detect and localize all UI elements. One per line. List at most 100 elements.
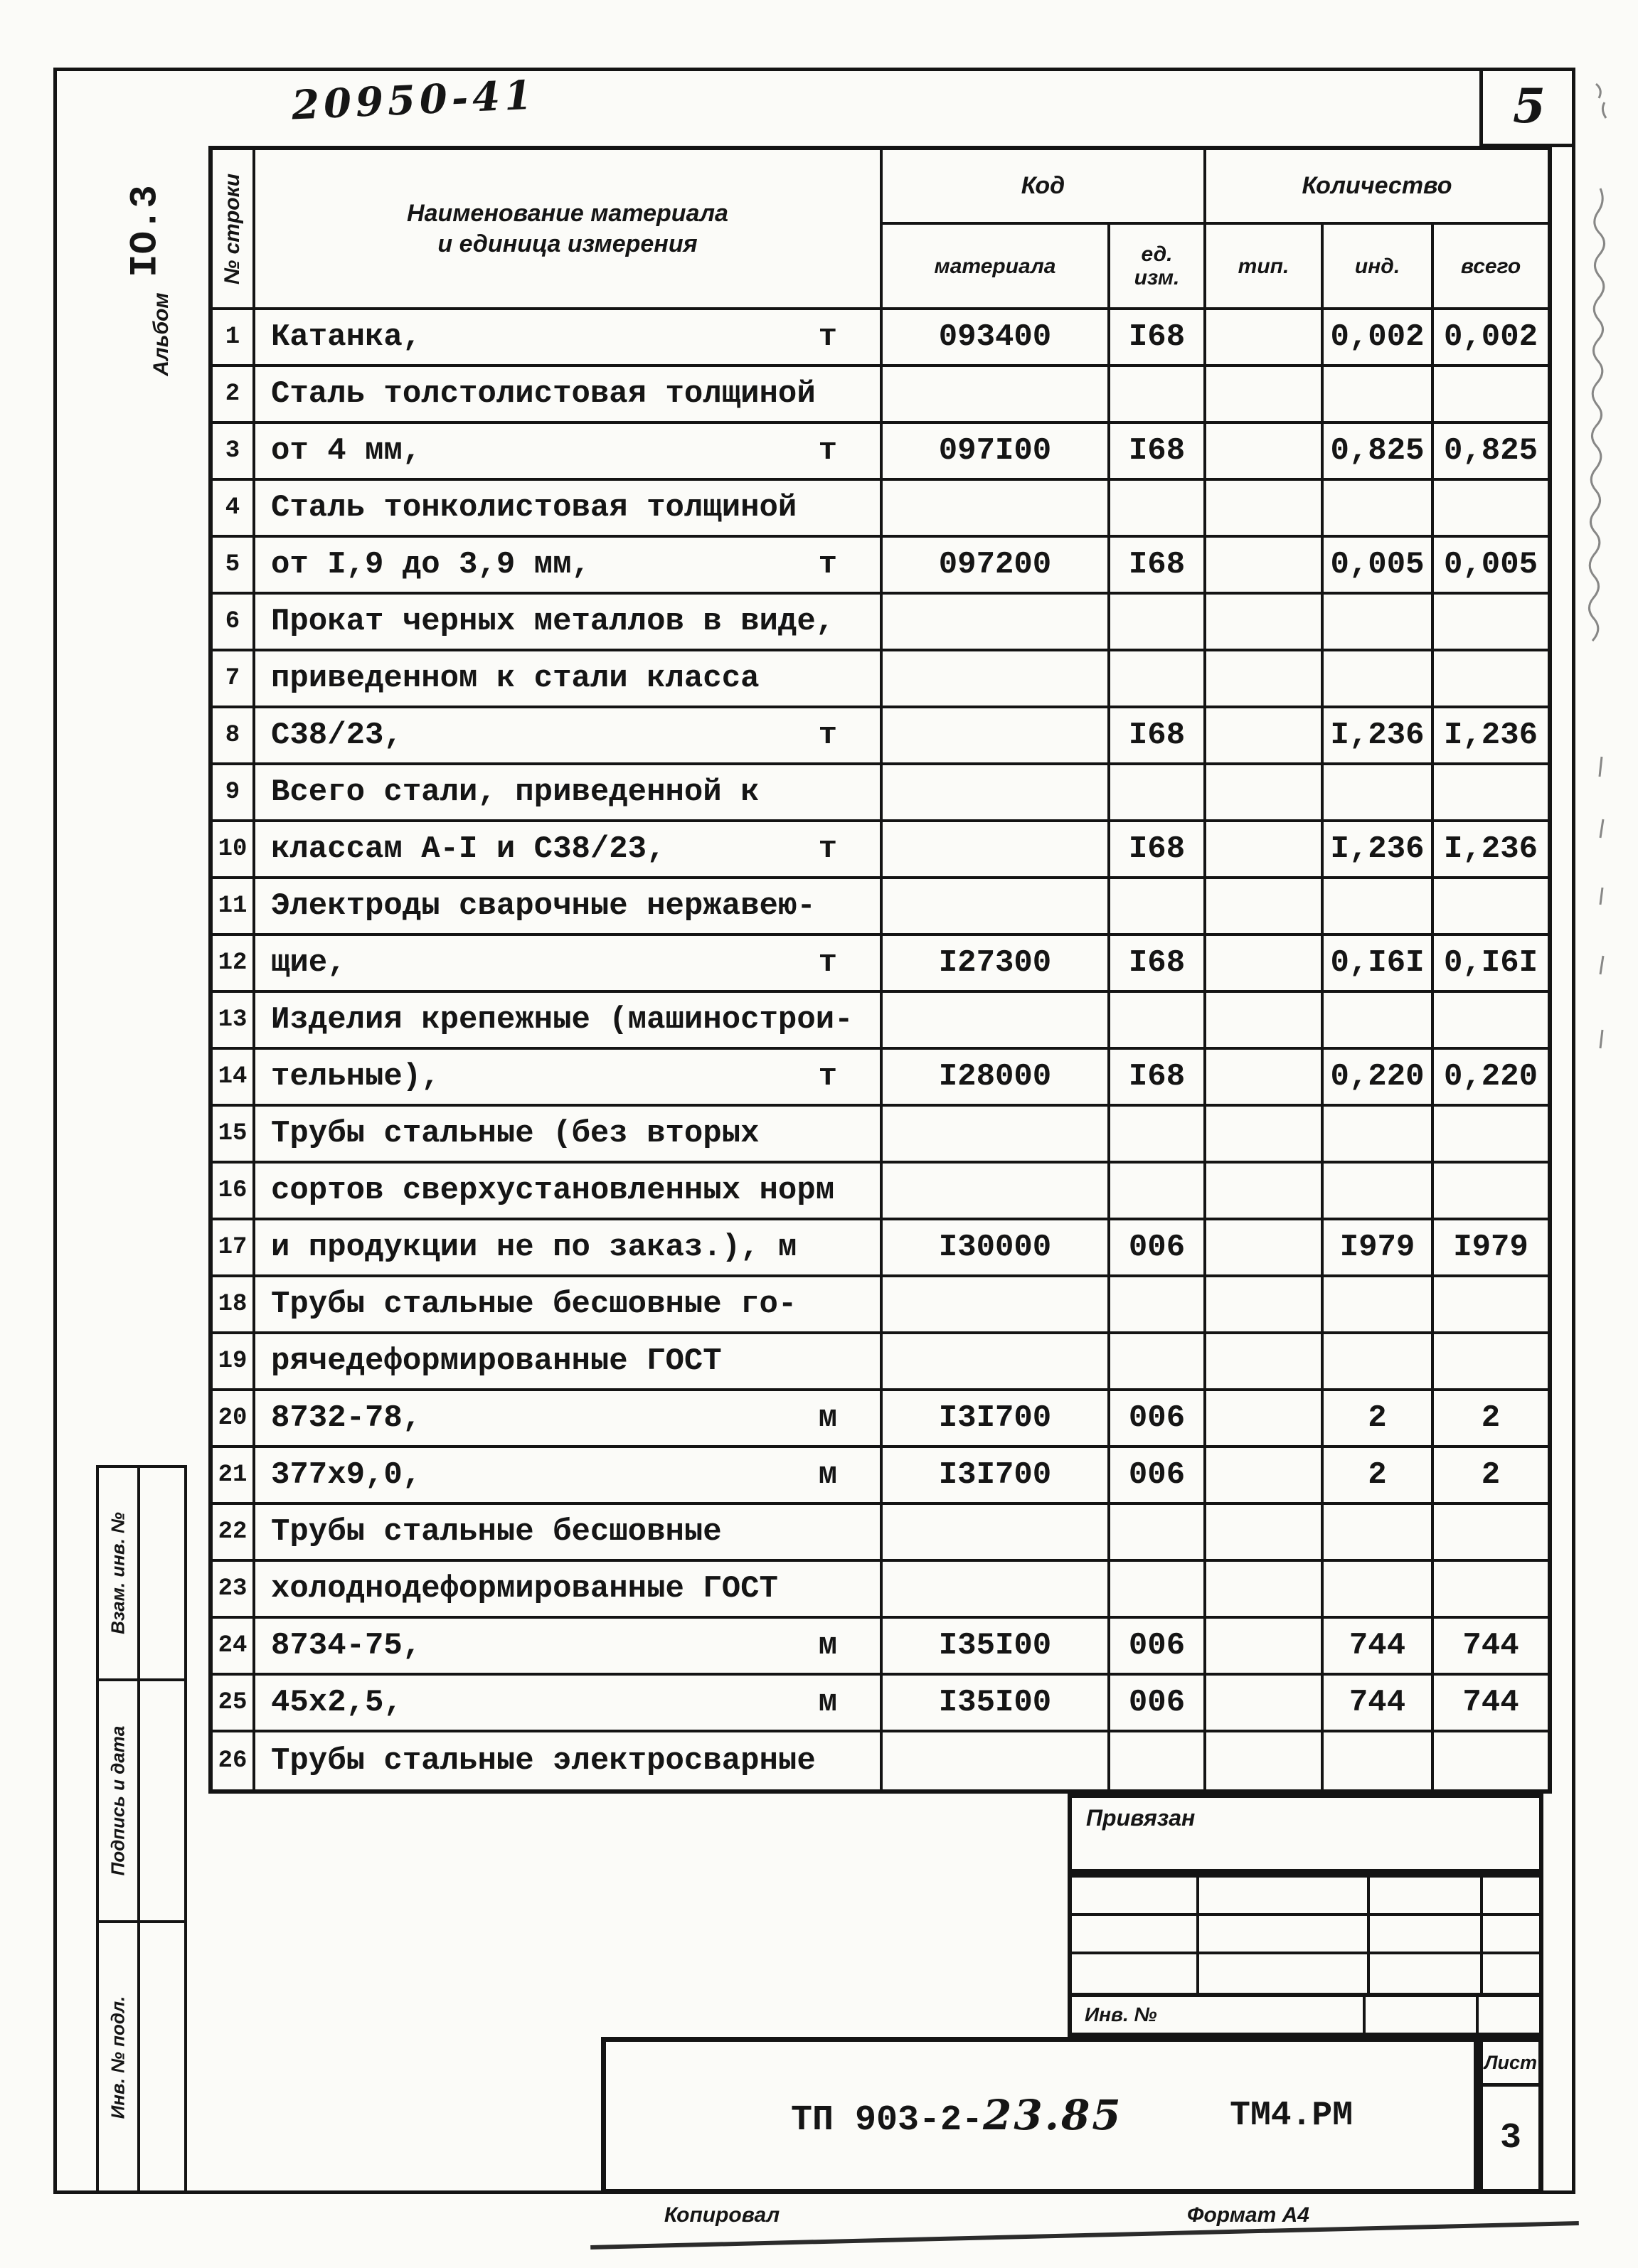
inventory-number-row: Инв. № — [1068, 1997, 1543, 2037]
qty-type-cell — [1206, 1391, 1324, 1448]
sidebar-stamp-column: Взам. инв. № Подпись и дата Инв. № подл. — [96, 1465, 187, 2194]
row-number-cell: 23 — [213, 1562, 255, 1619]
material-code-cell: І3І700 — [883, 1391, 1110, 1448]
column-header-total: всего — [1434, 225, 1548, 310]
material-code-cell: 097200 — [883, 538, 1110, 595]
qty-type-cell — [1206, 1277, 1324, 1334]
qty-type-cell — [1206, 651, 1324, 708]
material-code-cell — [883, 1107, 1110, 1164]
material-code-cell — [883, 1562, 1110, 1619]
materials-table: № строки Наименование материала и единиц… — [208, 146, 1552, 1794]
qty-total-cell — [1434, 1732, 1548, 1789]
stamp-grid-cell — [1483, 1878, 1539, 1916]
unit-code-cell — [1110, 1732, 1206, 1789]
qty-type-cell — [1206, 595, 1324, 651]
material-name-cell: приведенном к стали класса — [255, 651, 883, 708]
unit-of-measure: т — [818, 1059, 837, 1095]
qty-ind-cell — [1324, 1277, 1434, 1334]
material-name-cell: Трубы стальные бесшовные го- — [255, 1277, 883, 1334]
material-name-cell: от 4 мм, т — [255, 424, 883, 481]
stamp-grid-cell — [1199, 1878, 1370, 1916]
qty-total-cell: 0,220 — [1434, 1050, 1548, 1107]
qty-ind-cell: 0,005 — [1324, 538, 1434, 595]
qty-ind-cell: І,236 — [1324, 822, 1434, 879]
material-code-cell — [883, 481, 1110, 538]
qty-ind-cell — [1324, 1334, 1434, 1391]
stamp-grid-cell — [1199, 1954, 1370, 1993]
row-number-cell: 16 — [213, 1164, 255, 1220]
material-code-cell — [883, 367, 1110, 424]
attached-box: Привязан — [1068, 1794, 1543, 1873]
document-code: ТП 903-2-23.85 — [791, 2090, 1123, 2141]
qty-total-cell: 744 — [1434, 1676, 1548, 1732]
qty-ind-cell — [1324, 651, 1434, 708]
row-number-cell: 15 — [213, 1107, 255, 1164]
stamp-grid-cell — [1072, 1878, 1199, 1916]
stamp-grid-cell — [1366, 1997, 1479, 2033]
unit-code-cell: І68 — [1110, 936, 1206, 993]
sidebar-label-cell: Инв. № подл. — [99, 1923, 140, 2191]
qty-total-cell — [1434, 481, 1548, 538]
material-name-cell: Трубы стальные бесшовные — [255, 1505, 883, 1562]
qty-ind-cell: 0,002 — [1324, 310, 1434, 367]
material-code-cell — [883, 765, 1110, 822]
qty-ind-cell — [1324, 879, 1434, 936]
row-number-cell: 19 — [213, 1334, 255, 1391]
corner-sheet-number-box: 5 — [1479, 68, 1575, 147]
qty-total-cell: І979 — [1434, 1220, 1548, 1277]
material-code-cell: 093400 — [883, 310, 1110, 367]
unit-code-cell — [1110, 1505, 1206, 1562]
qty-type-cell — [1206, 424, 1324, 481]
row-number-cell: 14 — [213, 1050, 255, 1107]
unit-code-cell — [1110, 993, 1206, 1050]
qty-ind-cell — [1324, 1562, 1434, 1619]
margin-scribble — [1595, 82, 1607, 119]
qty-ind-cell — [1324, 481, 1434, 538]
material-name-cell: Катанка, т — [255, 310, 883, 367]
unit-of-measure: м — [818, 1400, 837, 1436]
material-name-cell: тельные), т — [255, 1050, 883, 1107]
row-number-cell: 2 — [213, 367, 255, 424]
stamp-grid-cell — [1483, 1954, 1539, 1993]
qty-ind-cell — [1324, 1732, 1434, 1789]
row-number-cell: 10 — [213, 822, 255, 879]
qty-ind-cell: 0,220 — [1324, 1050, 1434, 1107]
unit-of-measure: т — [818, 433, 837, 469]
qty-total-cell: І,236 — [1434, 822, 1548, 879]
qty-ind-cell — [1324, 367, 1434, 424]
qty-ind-cell: І,236 — [1324, 708, 1434, 765]
qty-total-cell: 0,002 — [1434, 310, 1548, 367]
qty-total-cell: 2 — [1434, 1448, 1548, 1505]
qty-total-cell — [1434, 1164, 1548, 1220]
qty-type-cell — [1206, 367, 1324, 424]
stamp-grid-cell — [1370, 1878, 1483, 1916]
column-header-material-name: Наименование материала и единица измерен… — [255, 150, 883, 310]
unit-code-cell: І68 — [1110, 708, 1206, 765]
row-number-cell: 1 — [213, 310, 255, 367]
unit-of-measure: м — [818, 1685, 837, 1720]
material-code-cell: І3І700 — [883, 1448, 1110, 1505]
qty-type-cell — [1206, 822, 1324, 879]
material-code-cell — [883, 708, 1110, 765]
qty-type-cell — [1206, 1107, 1324, 1164]
sidebar-section-podpis: Подпись и дата — [99, 1681, 184, 1923]
stamp-grid-cell — [1483, 1916, 1539, 1954]
material-name-cell: Электроды сварочные нержавею- — [255, 879, 883, 936]
column-header-quantity: Количество — [1206, 150, 1548, 225]
material-code-cell — [883, 1164, 1110, 1220]
column-header-type: тип. — [1206, 225, 1324, 310]
material-code-cell: І27300 — [883, 936, 1110, 993]
material-name-cell: С38/23, т — [255, 708, 883, 765]
material-code-cell — [883, 651, 1110, 708]
material-name-cell: рячедеформированные ГОСТ — [255, 1334, 883, 1391]
qty-type-cell — [1206, 1619, 1324, 1676]
unit-code-cell — [1110, 879, 1206, 936]
stamp-grid-cell — [1370, 1916, 1483, 1954]
row-number-cell: 3 — [213, 424, 255, 481]
material-name-cell: Трубы стальные электросварные — [255, 1732, 883, 1789]
qty-ind-cell: І979 — [1324, 1220, 1434, 1277]
unit-of-measure: т — [818, 718, 837, 753]
row-number-cell: 11 — [213, 879, 255, 936]
handwritten-page-number: 5 — [1513, 78, 1546, 134]
unit-of-measure: т — [818, 831, 837, 867]
